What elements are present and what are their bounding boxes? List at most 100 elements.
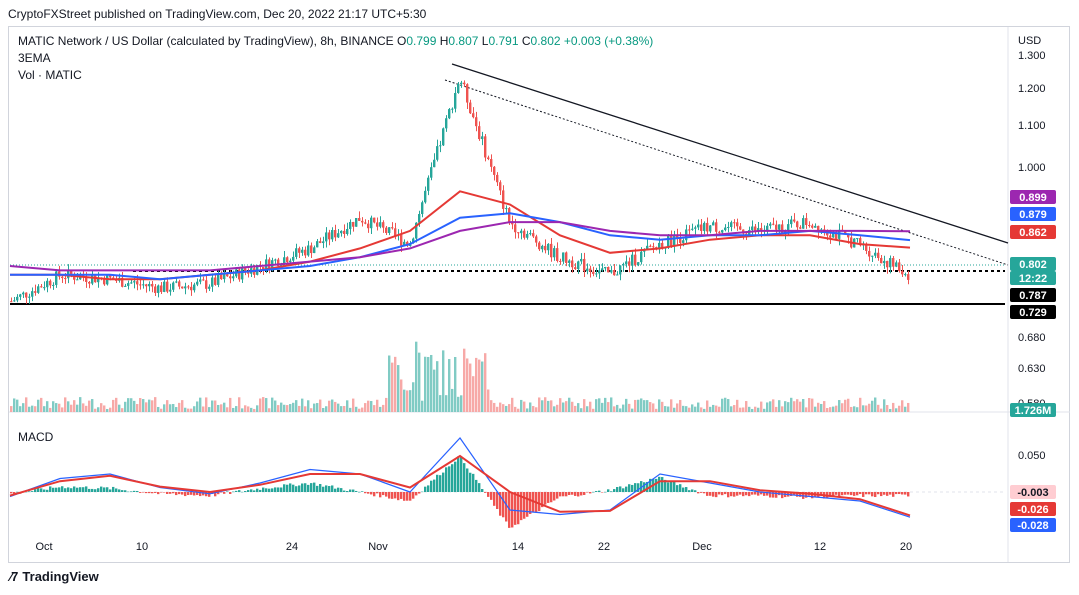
volume-bar bbox=[544, 397, 547, 412]
candle-body bbox=[301, 249, 304, 253]
volume-bar bbox=[214, 400, 217, 412]
macd-legend[interactable]: MACD bbox=[18, 430, 54, 444]
candle-body bbox=[286, 257, 289, 263]
candle-body bbox=[781, 224, 784, 233]
macd-histogram-bar bbox=[58, 487, 61, 492]
candle-body bbox=[625, 261, 628, 264]
candle-body bbox=[484, 136, 487, 158]
macd-histogram-bar bbox=[67, 487, 70, 492]
volume-bar bbox=[205, 397, 208, 412]
macd-histogram-bar bbox=[121, 490, 124, 492]
volume-bar bbox=[175, 407, 178, 412]
volume-bar bbox=[523, 401, 526, 412]
macd-histogram-bar bbox=[265, 488, 268, 492]
candle-body bbox=[502, 190, 505, 209]
candle-body bbox=[97, 277, 100, 283]
price-badge-label: 0.862 bbox=[1019, 227, 1047, 239]
volume-bar bbox=[460, 395, 463, 412]
macd-histogram-bar bbox=[259, 489, 262, 492]
macd-histogram-bar bbox=[766, 492, 769, 496]
volume-bar bbox=[781, 406, 784, 412]
candle-body bbox=[217, 274, 220, 285]
candle-body bbox=[220, 274, 223, 280]
volume-bar bbox=[565, 401, 568, 412]
tradingview-footer[interactable]: ⁄7 TradingView bbox=[10, 569, 99, 584]
volume-bar bbox=[163, 404, 166, 412]
volume-bar bbox=[829, 407, 832, 412]
volume-bar bbox=[103, 405, 106, 412]
macd-histogram-bar bbox=[328, 486, 331, 492]
candle-body bbox=[805, 218, 808, 226]
macd-histogram-bar bbox=[220, 492, 223, 493]
volume-bar bbox=[151, 400, 154, 412]
macd-histogram-bar bbox=[175, 492, 178, 496]
macd-histogram-bar bbox=[247, 490, 250, 492]
volume-bar bbox=[502, 404, 505, 412]
macd-histogram-bar bbox=[367, 492, 370, 494]
macd-histogram-bar bbox=[820, 492, 823, 496]
volume-bar bbox=[10, 406, 13, 412]
candle-body bbox=[355, 218, 358, 227]
candle-body bbox=[124, 285, 127, 287]
macd-histogram-bar bbox=[184, 492, 187, 497]
tradingview-logo-icon: ⁄7 bbox=[10, 569, 18, 584]
macd-histogram-bar bbox=[463, 463, 466, 492]
macd-histogram-bar bbox=[832, 492, 835, 496]
candle-body bbox=[361, 220, 364, 223]
x-tick-label: 22 bbox=[598, 541, 610, 553]
volume-bar bbox=[676, 403, 679, 412]
ema-legend[interactable]: 3EMA bbox=[18, 51, 51, 65]
volume-bar bbox=[28, 406, 31, 412]
volume-bar bbox=[577, 403, 580, 412]
macd-histogram-bar bbox=[229, 492, 232, 495]
candle-body bbox=[232, 276, 235, 279]
candle-body bbox=[619, 265, 622, 275]
candle-body bbox=[427, 177, 430, 191]
macd-histogram-bar bbox=[682, 487, 685, 492]
volume-bar bbox=[898, 405, 901, 412]
volume-bar bbox=[292, 402, 295, 412]
volume-bar bbox=[466, 358, 469, 412]
macd-histogram-bar bbox=[46, 489, 49, 492]
candle-body bbox=[721, 230, 724, 233]
macd-histogram-bar bbox=[103, 487, 106, 492]
macd-histogram-bar bbox=[868, 492, 871, 495]
volume-bar bbox=[181, 400, 184, 412]
candle-body bbox=[133, 281, 136, 283]
macd-histogram-bar bbox=[841, 492, 844, 496]
candle-body bbox=[421, 202, 424, 215]
candle-body bbox=[778, 224, 781, 230]
candle-body bbox=[34, 291, 37, 293]
macd-histogram-bar bbox=[421, 491, 424, 493]
macd-histogram-bar bbox=[391, 492, 394, 499]
macd-histogram-bar bbox=[181, 492, 184, 495]
volume-bar bbox=[646, 400, 649, 412]
macd-histogram-bar bbox=[274, 487, 277, 492]
candle-body bbox=[316, 241, 319, 248]
candle-body bbox=[703, 222, 706, 231]
macd-histogram-bar bbox=[595, 491, 598, 492]
volume-bar bbox=[70, 404, 73, 412]
candle-body bbox=[265, 259, 268, 270]
macd-histogram-bar bbox=[295, 486, 298, 492]
candle-body bbox=[472, 113, 475, 118]
macd-histogram-bar bbox=[748, 492, 751, 497]
candle-body bbox=[868, 250, 871, 257]
volume-legend[interactable]: Vol · MATIC bbox=[18, 68, 82, 82]
candle-body bbox=[64, 278, 67, 280]
volume-bar bbox=[139, 398, 142, 412]
candle-body bbox=[847, 234, 850, 238]
macd-histogram-bar bbox=[676, 485, 679, 492]
candle-body bbox=[856, 238, 859, 240]
volume-bar bbox=[787, 402, 790, 412]
volume-bar bbox=[817, 402, 820, 412]
candle-body bbox=[547, 243, 550, 251]
candle-body bbox=[760, 228, 763, 231]
candle-body bbox=[307, 245, 310, 256]
candle-body bbox=[733, 222, 736, 224]
macd-histogram-bar bbox=[613, 489, 616, 492]
macd-histogram-bar bbox=[493, 492, 496, 506]
candle-body bbox=[31, 291, 34, 297]
candle-body bbox=[55, 271, 58, 285]
